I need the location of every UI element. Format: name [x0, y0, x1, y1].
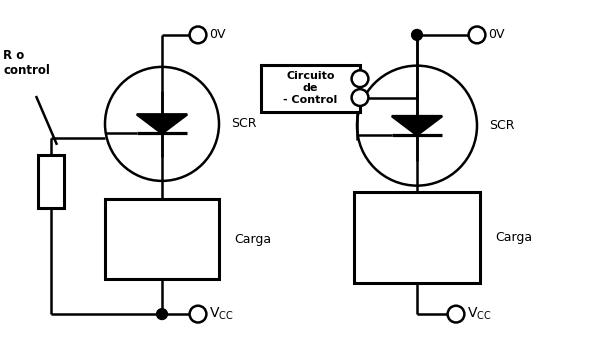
- Text: V$_{\mathregular{CC}}$: V$_{\mathregular{CC}}$: [467, 305, 491, 322]
- Bar: [38, 155, 64, 208]
- Circle shape: [190, 27, 206, 43]
- Circle shape: [448, 306, 464, 322]
- Polygon shape: [392, 116, 442, 135]
- Bar: [105, 199, 219, 279]
- Circle shape: [412, 30, 422, 40]
- Text: 0V: 0V: [209, 28, 226, 42]
- Polygon shape: [137, 114, 187, 133]
- Bar: [261, 65, 360, 112]
- Circle shape: [352, 89, 368, 106]
- Circle shape: [190, 306, 206, 322]
- Text: Carga: Carga: [495, 231, 532, 244]
- Text: Circuito: Circuito: [286, 71, 335, 81]
- Text: V$_{\mathregular{CC}}$: V$_{\mathregular{CC}}$: [209, 305, 233, 322]
- Text: - Control: - Control: [283, 95, 338, 105]
- Circle shape: [469, 27, 485, 43]
- Text: de: de: [303, 83, 318, 93]
- Text: R o
control: R o control: [3, 49, 50, 77]
- Text: Carga: Carga: [234, 232, 271, 246]
- Circle shape: [157, 309, 167, 319]
- Text: SCR: SCR: [231, 117, 257, 131]
- Circle shape: [352, 70, 368, 87]
- Text: 0V: 0V: [488, 28, 504, 42]
- Text: SCR: SCR: [489, 119, 515, 132]
- Bar: [354, 192, 480, 283]
